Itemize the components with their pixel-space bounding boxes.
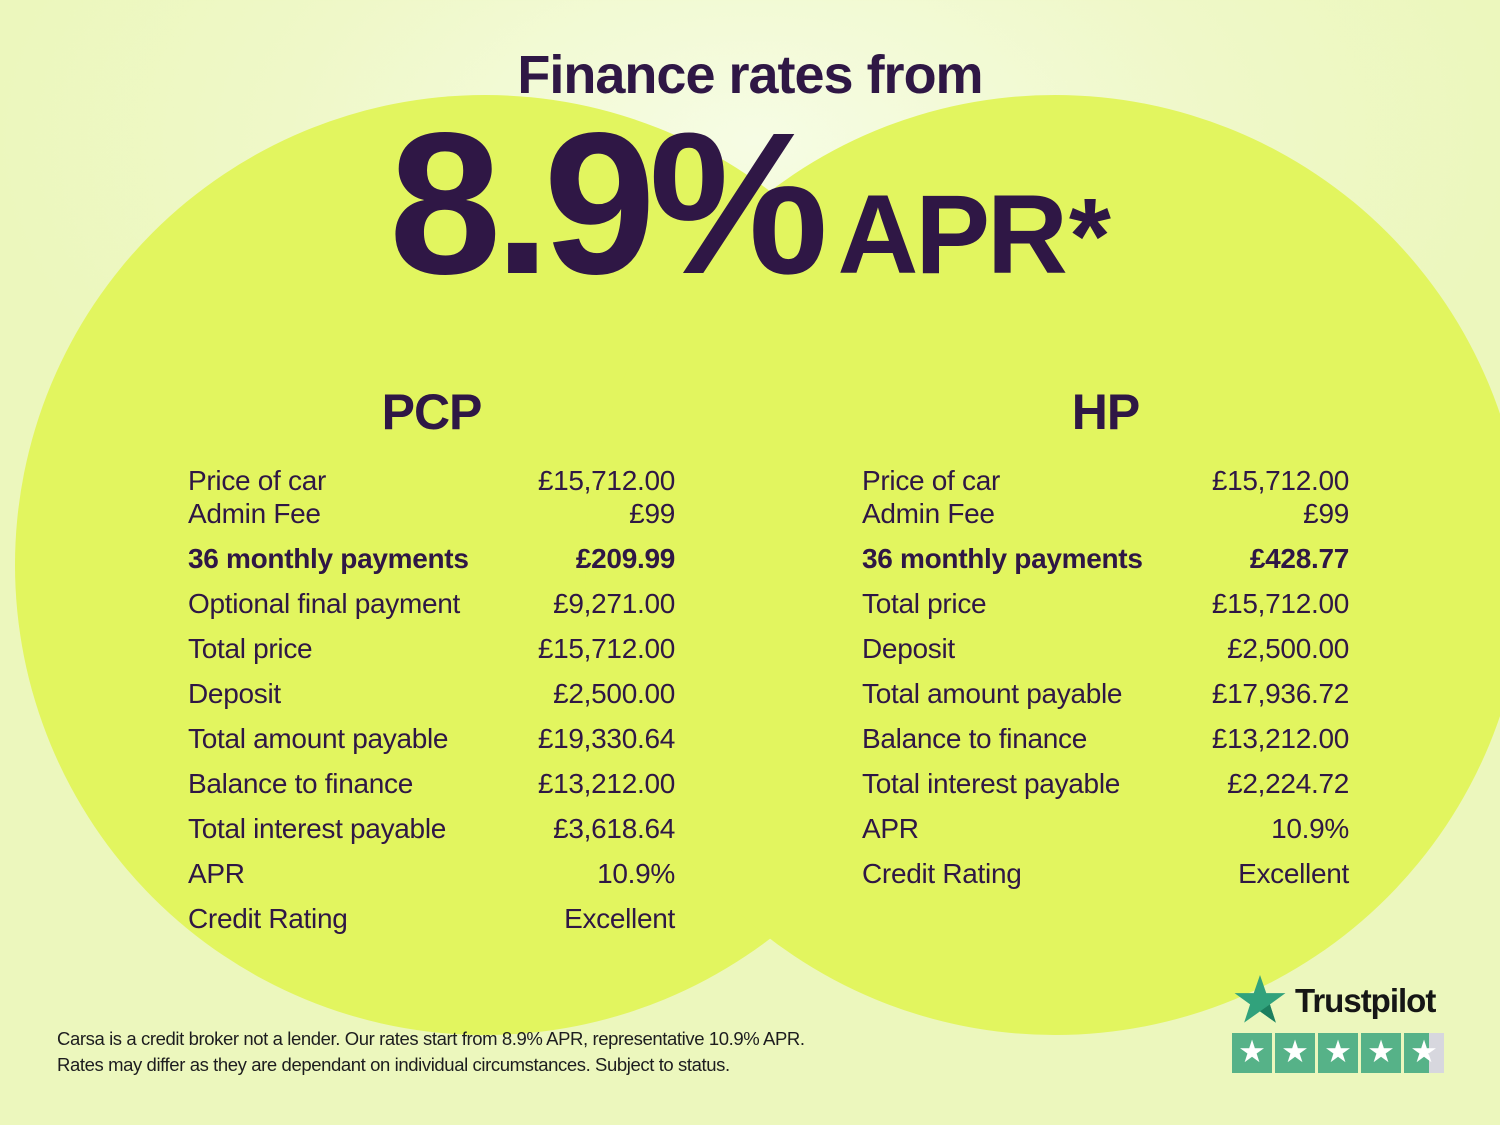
table-row: Total amount payable £17,936.72 [862, 677, 1349, 710]
table-row: 36 monthly payments £428.77 [862, 542, 1349, 575]
rate-footnote-marker: * [1068, 175, 1111, 296]
row-value: £99 [629, 498, 675, 529]
pcp-column: PCP Price of car £15,712.00 Admin Fee £9… [188, 386, 675, 947]
row-value: £13,212.00 [1211, 723, 1349, 754]
row-label: Total price [862, 588, 987, 619]
row-label: Total interest payable [862, 768, 1121, 799]
hp-column: HP Price of car £15,712.00 Admin Fee £99… [862, 386, 1349, 902]
row-label: Admin Fee [188, 498, 321, 529]
table-row: Optional final payment £9,271.00 [188, 587, 675, 620]
row-value: £13,212.00 [537, 768, 675, 799]
rating-star-box: ★ [1232, 1033, 1272, 1073]
hp-header: HP [1071, 384, 1140, 440]
row-value: £15,712.00 [1211, 465, 1349, 496]
background-circle-right [585, 95, 1500, 1035]
row-label: Admin Fee [862, 498, 995, 529]
pcp-header: PCP [381, 384, 483, 440]
star-icon: ★ [1410, 1033, 1438, 1070]
table-row: Admin Fee £99 [188, 497, 675, 530]
table-row: Total interest payable £2,224.72 [862, 767, 1349, 800]
table-row: Total price £15,712.00 [188, 632, 675, 665]
rating-star-box: ★ [1361, 1033, 1401, 1073]
row-label: Price of car [188, 465, 326, 496]
row-value: 10.9% [1271, 813, 1349, 844]
star-icon: ★ [1324, 1033, 1352, 1070]
row-label: Total price [188, 633, 313, 664]
table-row: APR 10.9% [188, 857, 675, 890]
row-value: £3,618.64 [553, 813, 675, 844]
row-label: Deposit [862, 633, 955, 664]
table-row: Admin Fee £99 [862, 497, 1349, 530]
row-label: 36 monthly payments [188, 543, 469, 574]
table-row: Credit Rating Excellent [862, 857, 1349, 890]
disclaimer-line-1: Carsa is a credit broker not a lender. O… [57, 1028, 805, 1049]
table-row: Total amount payable £19,330.64 [188, 722, 675, 755]
row-value: £99 [1303, 498, 1349, 529]
hp-table: Price of car £15,712.00 Admin Fee £99 36… [862, 464, 1349, 890]
row-value: £17,936.72 [1211, 678, 1349, 709]
star-icon: ★ [1281, 1033, 1309, 1070]
table-row: Credit Rating Excellent [188, 902, 675, 935]
table-row: Total interest payable £3,618.64 [188, 812, 675, 845]
row-value: £15,712.00 [537, 465, 675, 496]
table-row: Deposit £2,500.00 [862, 632, 1349, 665]
rate-unit: APR [837, 172, 1067, 297]
row-value: £2,500.00 [1227, 633, 1349, 664]
row-value: Excellent [1238, 858, 1349, 889]
table-row: Balance to finance £13,212.00 [188, 767, 675, 800]
table-row: Deposit £2,500.00 [188, 677, 675, 710]
row-label: Balance to finance [862, 723, 1087, 754]
row-label: Deposit [188, 678, 281, 709]
pcp-table: Price of car £15,712.00 Admin Fee £99 36… [188, 464, 675, 935]
row-label: 36 monthly payments [862, 543, 1143, 574]
row-label: Optional final payment [188, 588, 461, 619]
table-row: Price of car £15,712.00 [862, 464, 1349, 497]
row-value: £9,271.00 [553, 588, 675, 619]
table-row: Total price £15,712.00 [862, 587, 1349, 620]
legal-disclaimer: Carsa is a credit broker not a lender. O… [57, 1026, 805, 1078]
table-row: APR 10.9% [862, 812, 1349, 845]
disclaimer-line-2: Rates may differ as they are dependant o… [57, 1054, 730, 1075]
row-label: Credit Rating [188, 903, 348, 934]
row-label: APR [862, 813, 919, 844]
table-row: Price of car £15,712.00 [188, 464, 675, 497]
row-label: Price of car [862, 465, 1000, 496]
row-value: £15,712.00 [537, 633, 675, 664]
row-value: £428.77 [1249, 543, 1349, 574]
rating-star-box: ★ [1318, 1033, 1358, 1073]
table-row: Balance to finance £13,212.00 [862, 722, 1349, 755]
row-label: Credit Rating [862, 858, 1022, 889]
trustpilot-badge: Trustpilot ★ ★ ★ ★ ★ [1232, 974, 1444, 1073]
trustpilot-star-icon [1234, 975, 1286, 1023]
table-row: 36 monthly payments £209.99 [188, 542, 675, 575]
row-label: Balance to finance [188, 768, 413, 799]
rating-star-box: ★ [1275, 1033, 1315, 1073]
star-icon: ★ [1238, 1033, 1266, 1070]
row-label: Total amount payable [862, 678, 1123, 709]
trustpilot-wordmark: Trustpilot [1295, 981, 1436, 1019]
star-icon: ★ [1367, 1033, 1395, 1070]
page-title: Finance rates from [517, 45, 983, 105]
row-value: Excellent [564, 903, 675, 934]
trustpilot-logo: Trustpilot [1232, 974, 1444, 1027]
trustpilot-rating-stars: ★ ★ ★ ★ ★ [1232, 1033, 1444, 1073]
row-label: Total amount payable [188, 723, 449, 754]
row-label: Total interest payable [188, 813, 447, 844]
rating-star-box-half: ★ [1404, 1033, 1444, 1073]
headline-rate: 8.9% APR * [0, 102, 1500, 304]
row-value: £2,224.72 [1227, 768, 1349, 799]
row-value: £15,712.00 [1211, 588, 1349, 619]
rate-value: 8.9% [389, 90, 828, 316]
row-value: 10.9% [597, 858, 675, 889]
row-value: £2,500.00 [553, 678, 675, 709]
row-value: £19,330.64 [537, 723, 675, 754]
row-label: APR [188, 858, 245, 889]
row-value: £209.99 [575, 543, 675, 574]
